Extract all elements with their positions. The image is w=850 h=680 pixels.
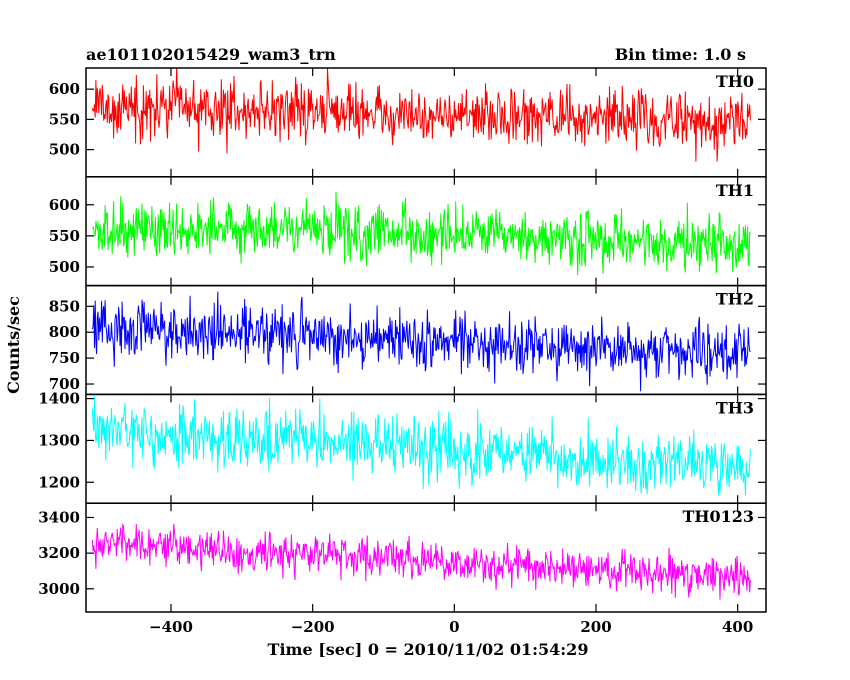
panel-label-th0123: TH0123 <box>682 507 754 526</box>
x-tick-label: −400 <box>149 618 193 636</box>
panel-label-th0: TH0 <box>716 72 754 91</box>
series-line-th0123 <box>91 522 751 600</box>
x-tick-label: 0 <box>449 618 459 636</box>
y-tick-label: 3000 <box>38 580 80 598</box>
y-tick-label: 550 <box>49 110 80 128</box>
panels-group <box>91 68 751 600</box>
y-tick-label: 600 <box>49 196 80 214</box>
chart-title-left: ae101102015429_wam3_trn <box>86 45 336 64</box>
y-tick-label: 1400 <box>38 390 80 408</box>
panel-frame-th0123 <box>85 502 767 613</box>
y-tick-label: 3200 <box>38 544 80 562</box>
y-tick-label: 1200 <box>38 473 80 491</box>
y-tick-label: 850 <box>49 297 80 315</box>
x-tick-label: −200 <box>291 618 335 636</box>
x-axis-label: Time [sec] 0 = 2010/11/02 01:54:29 <box>268 640 589 659</box>
y-tick-label: 3400 <box>38 508 80 526</box>
y-tick-label: 750 <box>49 349 80 367</box>
series-line-th3 <box>91 395 751 496</box>
y-tick-label: 1300 <box>38 431 80 449</box>
x-tick-label: 200 <box>580 618 611 636</box>
y-tick-label: 550 <box>49 227 80 245</box>
panel-frame-th2 <box>85 284 767 396</box>
panel-label-th1: TH1 <box>716 181 754 200</box>
series-line-th1 <box>91 191 751 276</box>
panel-label-th3: TH3 <box>716 398 754 417</box>
y-axis-label: Counts/sec <box>4 296 23 394</box>
y-tick-label: 500 <box>49 258 80 276</box>
y-tick-label: 500 <box>49 141 80 159</box>
x-tick-label: 400 <box>722 618 753 636</box>
frame-group: TH0 500 550 600 TH1 500 550 600 TH2 700 750 800 850 T… <box>38 67 767 636</box>
panel-label-th2: TH2 <box>716 290 754 309</box>
series-line-th0 <box>91 68 751 162</box>
y-tick-label: 800 <box>49 323 80 341</box>
chart-title-right: Bin time: 1.0 s <box>615 45 746 64</box>
series-line-th2 <box>91 291 751 392</box>
y-tick-label: 600 <box>49 80 80 98</box>
y-tick-label: 700 <box>49 375 80 393</box>
